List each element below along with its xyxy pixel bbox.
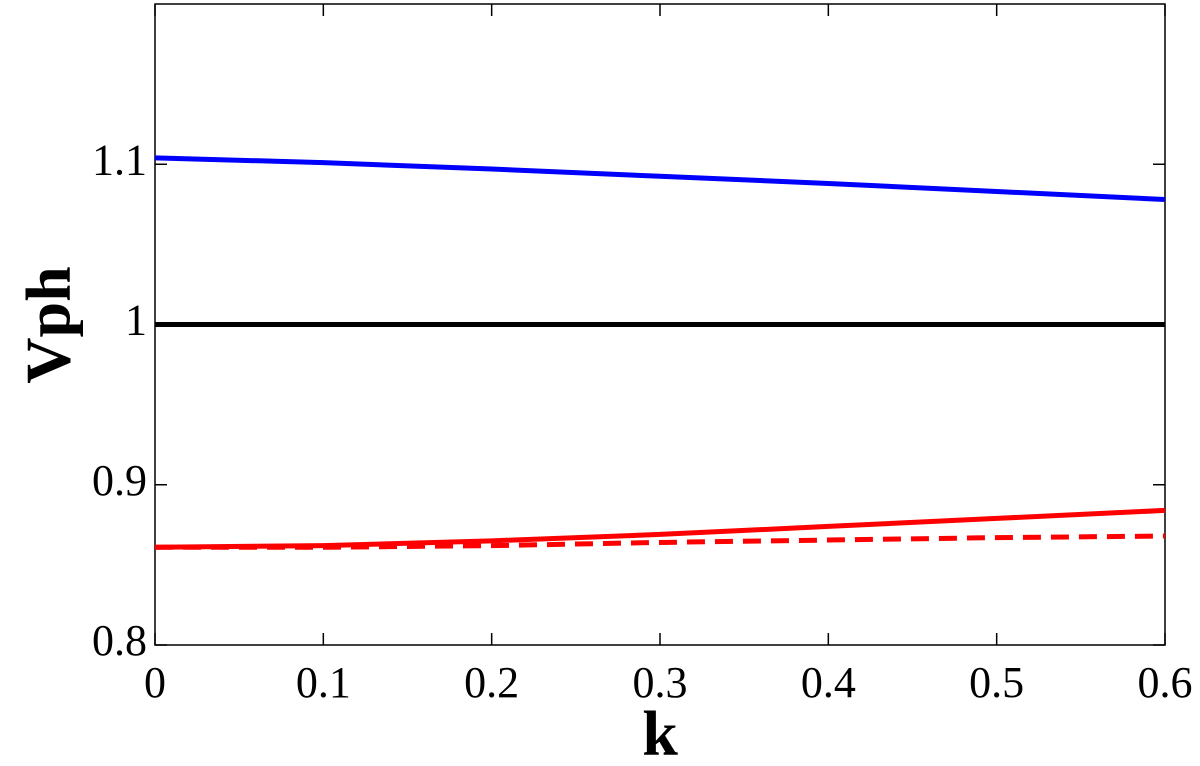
series-line [155, 533, 1166, 550]
x-tick-label: 0.3 [633, 658, 688, 707]
x-tick-label: 0.6 [1138, 658, 1193, 707]
x-tick-label: 0 [144, 658, 166, 707]
y-tick-label: 1 [125, 296, 147, 345]
y-tick-label: 1.1 [92, 135, 147, 184]
series-line [154, 155, 1166, 203]
x-tick-label: 0.2 [464, 658, 519, 707]
x-tick-label: 0.5 [969, 658, 1024, 707]
y-tick-label: 0.9 [92, 456, 147, 505]
y-tick-label: 0.8 [92, 616, 147, 665]
y-axis-label: Vph [13, 266, 84, 383]
x-axis-label: k [642, 698, 678, 766]
x-tick-label: 0.4 [801, 658, 856, 707]
x-tick-label: 0.1 [296, 658, 351, 707]
